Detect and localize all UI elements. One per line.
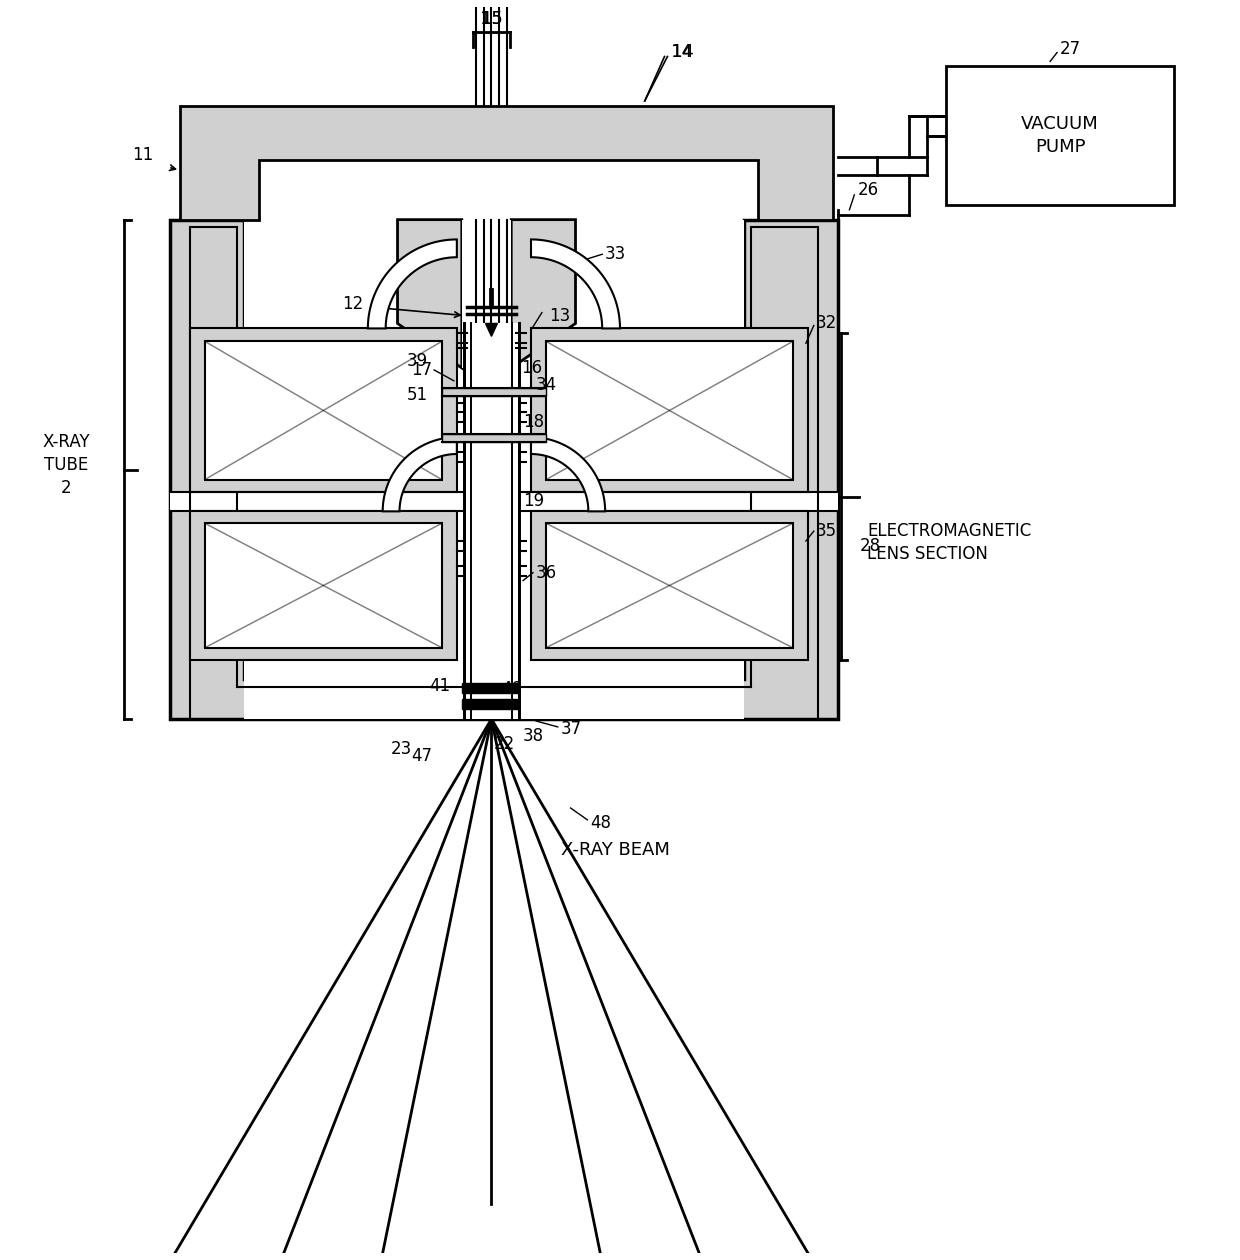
Text: 35: 35 [816,522,837,541]
Polygon shape [441,435,546,442]
Polygon shape [205,523,441,648]
Polygon shape [546,523,794,648]
Text: 17: 17 [410,360,432,379]
Polygon shape [441,388,546,396]
Text: 15: 15 [480,10,503,28]
Polygon shape [531,329,808,491]
Text: 23: 23 [391,740,413,757]
Text: 14: 14 [671,43,694,60]
Polygon shape [461,699,520,709]
Text: 39: 39 [407,352,428,370]
Text: X-RAY: X-RAY [42,433,91,451]
Text: 12: 12 [342,295,363,312]
Polygon shape [368,239,456,329]
Text: 16: 16 [521,359,542,377]
Polygon shape [486,324,497,336]
Text: X-RAY BEAM: X-RAY BEAM [560,840,670,858]
Text: 19: 19 [523,493,544,510]
Polygon shape [531,512,808,660]
Polygon shape [546,341,794,480]
Text: 13: 13 [549,306,570,325]
Text: 26: 26 [857,181,878,199]
Polygon shape [190,512,456,660]
Polygon shape [398,219,461,368]
Text: 33: 33 [605,246,626,263]
Text: 48: 48 [590,814,611,832]
Text: 41: 41 [429,678,450,696]
Polygon shape [511,219,575,368]
Text: 18: 18 [523,413,544,431]
Text: 34: 34 [536,375,557,394]
Text: VACUUM: VACUUM [1022,115,1099,132]
Polygon shape [190,329,456,491]
Text: 47: 47 [412,747,432,765]
Text: 27: 27 [1060,39,1081,58]
Polygon shape [205,341,441,480]
Text: LENS SECTION: LENS SECTION [867,544,988,563]
Text: 36: 36 [536,563,557,582]
Polygon shape [531,239,620,329]
Polygon shape [464,324,520,719]
Polygon shape [461,219,511,368]
Text: 40: 40 [501,680,522,698]
Polygon shape [531,437,605,512]
Text: 32: 32 [816,315,837,333]
Polygon shape [383,437,456,512]
Text: TUBE: TUBE [45,456,88,474]
Text: 51: 51 [407,386,428,403]
Text: 15: 15 [481,10,502,28]
Text: 22: 22 [494,735,515,752]
Text: 2: 2 [61,479,72,496]
Polygon shape [461,683,520,693]
Text: 28: 28 [859,537,880,554]
Polygon shape [244,219,744,719]
Text: 37: 37 [560,719,582,738]
Polygon shape [170,219,837,719]
Text: 11: 11 [131,146,154,164]
Polygon shape [180,106,832,219]
Polygon shape [946,67,1174,205]
Text: PUMP: PUMP [1034,139,1085,156]
Text: 14: 14 [671,43,693,60]
Text: ELECTROMAGNETIC: ELECTROMAGNETIC [867,522,1032,541]
Text: 38: 38 [523,727,544,745]
Polygon shape [170,491,837,512]
